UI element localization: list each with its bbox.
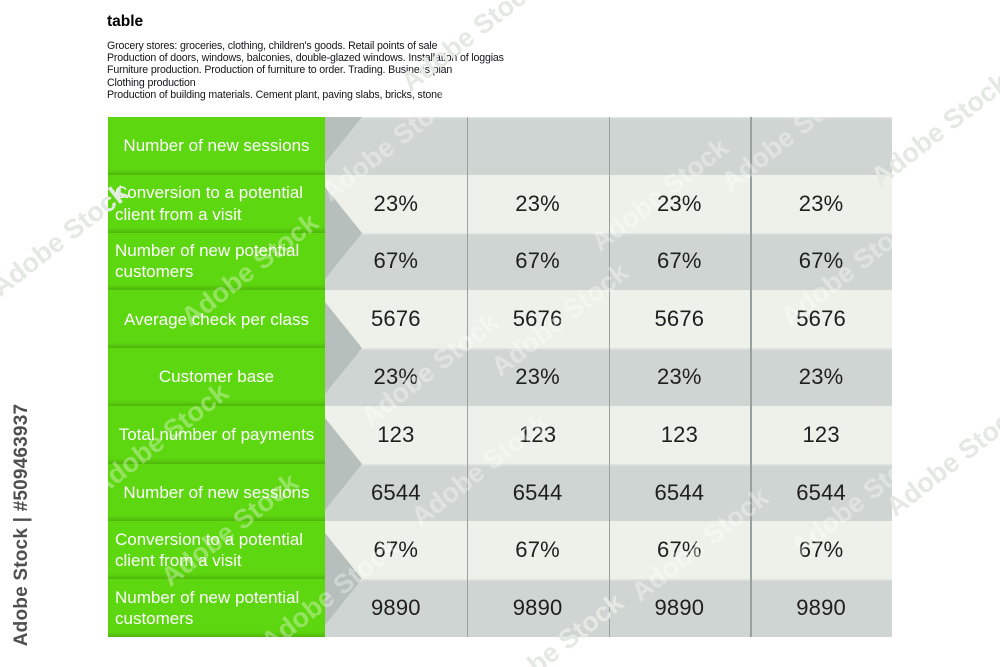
table-cell: 67% (373, 537, 419, 563)
description-line: Furniture production. Production of furn… (107, 64, 453, 77)
row-label: Total number of payments (108, 405, 325, 464)
row-label: Average check per class (108, 290, 325, 349)
page-title: table (107, 13, 144, 30)
table-row: Conversion to a potential client from a … (108, 521, 892, 580)
table-cell: 9890 (654, 595, 705, 621)
table-cell: 67% (373, 248, 419, 274)
table-cell: 123 (518, 421, 557, 447)
table-cell: 67% (798, 537, 844, 563)
table-cell: 123 (660, 421, 699, 447)
table-cell: 6544 (371, 479, 421, 505)
table-cell: 6544 (796, 479, 846, 505)
data-table: Number of new sessions Conversion to a p… (108, 117, 892, 638)
row-label: Number of new sessions (108, 463, 325, 522)
table-cell: 6544 (654, 479, 705, 505)
table-cell: 5676 (512, 306, 563, 332)
table-cell: 67% (515, 248, 560, 274)
row-label: Number of new potential customers (108, 232, 325, 291)
table-row: Number of new sessions 6544 6544 6544 65… (108, 463, 892, 522)
table-cell: 23% (798, 364, 844, 390)
table-cell: 23% (657, 364, 702, 390)
table-row: Customer base 23% 23% 23% 23% (108, 348, 892, 406)
description-block: Grocery stores: groceries, clothing, chi… (107, 40, 504, 101)
table-cell (609, 117, 751, 175)
table-cell: 5676 (796, 306, 846, 332)
row-label: Number of new potential customers (108, 579, 325, 638)
stock-id-watermark: Adobe Stock | #509463937 (11, 403, 32, 647)
table-cell: 67% (657, 248, 702, 274)
row-label: Number of new sessions (108, 117, 325, 175)
table-cell: 9890 (371, 595, 421, 621)
table-cell: 67% (798, 248, 844, 274)
table-cell: 67% (515, 537, 560, 563)
table-cell: 6544 (512, 479, 563, 505)
table-cell: 67% (657, 537, 702, 563)
table-cell: 23% (515, 364, 560, 390)
table-cell: 5676 (371, 306, 421, 332)
table-cell: 23% (515, 190, 560, 216)
table-cell: 23% (657, 190, 702, 216)
table-cell (750, 117, 892, 175)
description-line: Clothing production (107, 76, 196, 89)
diagonal-watermark: Adobe Stock (880, 396, 1000, 523)
table-cell: 9890 (796, 595, 846, 621)
table-row: Number of new sessions (108, 117, 892, 175)
description-line: Grocery stores: groceries, clothing, chi… (107, 40, 438, 52)
table-cell: 9890 (512, 595, 563, 621)
row-label: Conversion to a potential client from a … (108, 521, 325, 580)
table-row: Average check per class 5676 5676 5676 5… (108, 290, 892, 349)
description-line: Production of building materials. Cement… (107, 88, 443, 101)
table-cell: 23% (798, 190, 844, 216)
description-line: Production of doors, windows, balconies,… (107, 52, 504, 65)
table-cell: 5676 (654, 306, 705, 332)
row-label: Conversion to a potential client from a … (108, 174, 325, 233)
table-row: Number of new potential customers 9890 9… (108, 579, 892, 638)
table-cell: 123 (377, 421, 415, 447)
table-cell: 23% (373, 364, 419, 390)
table-row: Conversion to a potential client from a … (108, 174, 892, 233)
table-cell: 123 (802, 421, 840, 447)
table-row: Total number of payments 123 123 123 123 (108, 405, 892, 464)
table-cell (467, 117, 609, 175)
table-cell: 23% (373, 190, 419, 216)
table-cell (325, 117, 467, 175)
row-label: Customer base (108, 348, 325, 406)
table-row: Number of new potential customers 67% 67… (108, 232, 892, 291)
